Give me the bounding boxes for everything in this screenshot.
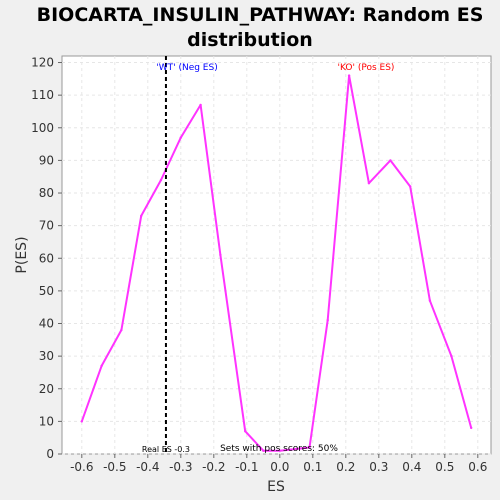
x-tick-label: -0.5 <box>103 460 126 474</box>
x-tick-label: -0.3 <box>169 460 192 474</box>
y-tick-label: 40 <box>39 317 54 331</box>
x-tick-label: -0.1 <box>235 460 258 474</box>
data-point <box>347 74 351 77</box>
data-point <box>80 420 84 423</box>
x-tick-label: 0.4 <box>402 460 421 474</box>
y-axis-label: P(ES) <box>14 236 30 273</box>
data-point <box>262 449 265 452</box>
y-tick-label: 10 <box>39 414 54 428</box>
y-tick-label: 110 <box>31 88 54 102</box>
annotations: Real ES -0.3 'WT' (Neg ES) 'KO' (Pos ES) Se… <box>142 56 395 454</box>
pos-es-label: 'KO' (Pos ES) <box>338 63 395 73</box>
data-point <box>140 214 143 218</box>
x-axis-label: ES <box>267 479 285 495</box>
real-es-label: Real ES -0.3 <box>142 445 190 454</box>
x-tick-label: -0.6 <box>70 460 93 474</box>
x-tick-label: 0.1 <box>303 460 322 474</box>
chart-title-line-2: distribution <box>187 29 313 51</box>
x-tick-label: 0.3 <box>369 460 388 474</box>
data-point <box>244 430 247 433</box>
x-tick-label: -0.2 <box>202 460 225 474</box>
grid <box>62 56 491 455</box>
chart-title-line-1: BIOCARTA_INSULIN_PATHWAY: Random ES <box>37 4 484 26</box>
data-point <box>179 136 182 139</box>
pos-scores-label: Sets with pos scores: 50% <box>220 444 338 454</box>
y-tick-label: 120 <box>31 56 54 70</box>
data-point <box>428 299 432 302</box>
series-layer <box>80 74 473 452</box>
y-tick-label: 60 <box>39 251 54 265</box>
data-point <box>367 182 371 185</box>
data-point <box>326 319 329 322</box>
x-tick-label: 0.2 <box>336 460 355 474</box>
y-tick-label: 90 <box>39 153 54 167</box>
data-point <box>199 103 202 107</box>
y-tick-label: 0 <box>46 447 54 461</box>
y-tick-label: 70 <box>39 219 54 233</box>
x-tick-label: 0.0 <box>270 460 289 474</box>
x-tick-label: -0.4 <box>136 460 159 474</box>
y-tick-label: 80 <box>39 186 54 200</box>
plot-area <box>61 55 492 455</box>
y-tick-label: 30 <box>39 349 54 363</box>
data-point <box>308 446 311 449</box>
y-tick-label: 50 <box>39 284 54 298</box>
data-point <box>159 178 163 182</box>
data-point <box>120 328 123 332</box>
data-point <box>100 364 103 368</box>
data-point <box>219 253 222 257</box>
data-point <box>470 426 473 430</box>
neg-es-label: 'WT' (Neg ES) <box>156 63 217 73</box>
x-tick-label: 0.5 <box>435 460 454 474</box>
data-point <box>389 159 392 162</box>
series-line <box>80 74 473 452</box>
axes: -0.6 -0.5 -0.4 -0.3 -0.2 -0.1 0.0 0.1 0.2 0.3 0.4 0… <box>31 56 487 474</box>
data-point <box>409 185 412 188</box>
data-point <box>278 449 281 452</box>
y-tick-label: 100 <box>31 121 54 135</box>
y-tick-label: 20 <box>39 382 54 396</box>
x-tick-label: 0.6 <box>468 460 487 474</box>
data-point <box>450 354 453 358</box>
